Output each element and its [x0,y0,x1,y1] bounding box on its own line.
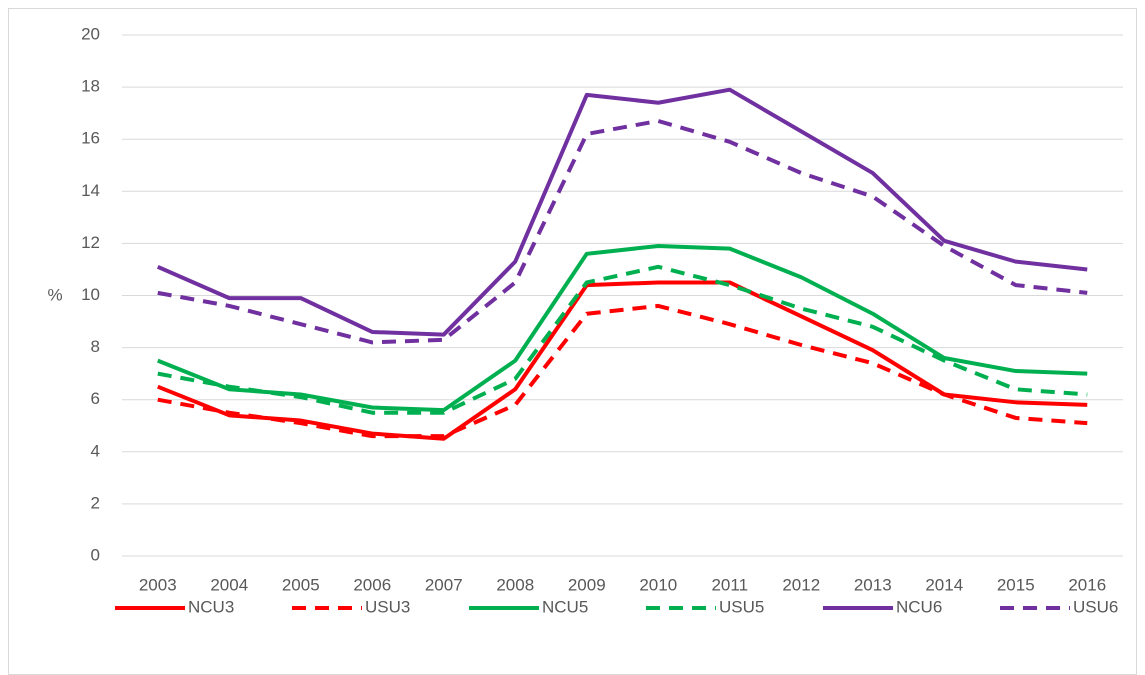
x-tick-label: 2004 [210,575,248,594]
x-tick-label: 2005 [282,575,320,594]
x-tick-label: 2015 [997,575,1035,594]
x-tick-label: 2016 [1068,575,1106,594]
y-tick-label: 16 [81,129,100,148]
legend-label: USU6 [1073,597,1118,616]
legend-label: NCU5 [542,597,588,616]
line-series [157,303,1088,439]
line-series [156,87,1088,337]
x-tick-label: 2009 [568,575,606,594]
y-tick-label: 14 [81,181,100,200]
y-axis-label: % [47,285,62,304]
y-tick-label: 6 [91,389,100,408]
x-tick-label: 2010 [639,575,677,594]
y-tick-label: 10 [81,285,100,304]
x-tick-label: 2003 [139,575,177,594]
y-tick-label: 2 [91,493,100,512]
legend-label: USU5 [719,597,764,616]
x-tick-label: 2013 [854,575,892,594]
y-tick-label: 0 [91,545,100,564]
legend-label: NCU6 [896,597,942,616]
x-tick-label: 2007 [425,575,463,594]
legend-label: NCU3 [188,597,234,616]
x-tick-label: 2012 [782,575,820,594]
line-series [157,244,1088,413]
line-series [157,118,1088,345]
chart-border [8,8,1137,675]
y-tick-label: 4 [91,441,100,460]
y-tick-label: 20 [81,24,100,43]
legend-label: USU3 [365,597,410,616]
y-tick-label: 12 [81,233,100,252]
y-tick-label: 8 [91,337,100,356]
x-tick-label: 2014 [925,575,963,594]
x-tick-label: 2008 [496,575,534,594]
x-tick-label: 2006 [353,575,391,594]
y-tick-label: 18 [81,77,100,96]
x-tick-label: 2011 [711,575,748,594]
